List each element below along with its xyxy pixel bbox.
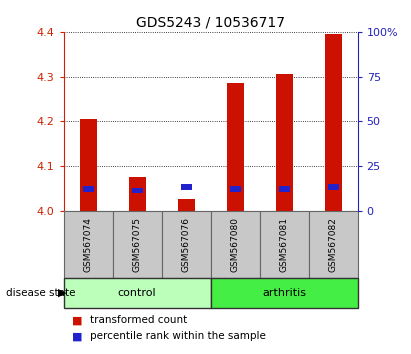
Text: percentile rank within the sample: percentile rank within the sample [90, 331, 266, 341]
Bar [309, 211, 358, 278]
Text: GSM567076: GSM567076 [182, 217, 191, 272]
Bar [132, 188, 143, 193]
Bar [178, 199, 195, 211]
Bar [180, 184, 192, 190]
Bar [211, 211, 260, 278]
Text: GSM567074: GSM567074 [84, 217, 93, 272]
Text: GSM567080: GSM567080 [231, 217, 240, 272]
Text: GSM567075: GSM567075 [133, 217, 142, 272]
Text: ▶: ▶ [58, 288, 66, 298]
Bar [260, 211, 309, 278]
Bar [129, 177, 146, 211]
Title: GDS5243 / 10536717: GDS5243 / 10536717 [136, 15, 285, 29]
Bar [83, 186, 94, 192]
Text: ■: ■ [72, 331, 83, 341]
Bar [64, 211, 113, 278]
Bar [64, 278, 210, 308]
Text: transformed count: transformed count [90, 315, 188, 325]
Bar [275, 74, 293, 211]
Bar [113, 211, 162, 278]
Bar [325, 34, 342, 211]
Text: arthritis: arthritis [262, 288, 306, 298]
Bar [230, 186, 241, 192]
Bar [328, 184, 339, 190]
Bar [162, 211, 211, 278]
Bar [279, 186, 290, 192]
Text: GSM567081: GSM567081 [279, 217, 289, 272]
Text: control: control [118, 288, 157, 298]
Bar [226, 83, 244, 211]
Text: disease state: disease state [6, 288, 76, 298]
Text: ■: ■ [72, 315, 83, 325]
Text: GSM567082: GSM567082 [328, 217, 337, 272]
Bar [211, 278, 358, 308]
Bar [80, 119, 97, 211]
